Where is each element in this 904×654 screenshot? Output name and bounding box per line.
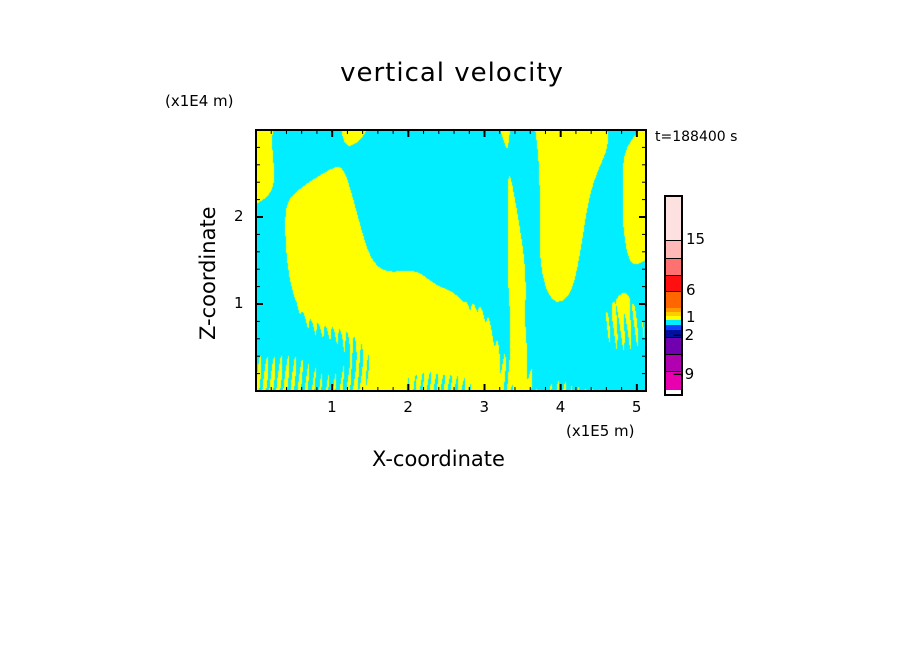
y-tick-label: 1: [234, 294, 244, 312]
colorbar-segment: [666, 330, 681, 337]
colorbar: [664, 195, 683, 396]
colorbar-segment: [666, 354, 681, 372]
contour-field: [256, 130, 646, 391]
y-axis-unit: (x1E4 m): [165, 92, 234, 110]
x-axis-unit: (x1E5 m): [566, 422, 635, 440]
colorbar-label: 6: [686, 281, 696, 299]
colorbar-segment: [666, 308, 681, 312]
y-tick-label: 2: [234, 207, 244, 225]
colorbar-segment: [666, 325, 681, 330]
colorbar-segment: [666, 240, 681, 259]
plot-frame: [255, 129, 647, 392]
x-tick-label: 1: [327, 398, 337, 416]
colorbar-label: 15: [686, 230, 706, 248]
chart-title: vertical velocity: [340, 58, 564, 88]
x-tick-label: 5: [631, 398, 642, 416]
x-tick-label: 4: [555, 398, 566, 416]
colorbar-segment: [666, 371, 681, 390]
colorbar-segment: [666, 275, 681, 292]
colorbar-label: −9: [672, 365, 695, 383]
colorbar-segment: [666, 316, 681, 320]
colorbar-segment: [666, 197, 681, 240]
x-tick-label: 3: [479, 398, 490, 416]
y-axis-label: Z-coordinate: [196, 206, 220, 340]
colorbar-segment: [666, 312, 681, 316]
colorbar-segment: [666, 320, 681, 325]
colorbar-segment: [666, 337, 681, 355]
plot-border: [255, 129, 647, 392]
colorbar-segment: [666, 258, 681, 276]
x-tick-label: 2: [403, 398, 413, 416]
colorbar-segment: [666, 291, 681, 309]
x-axis-label: X-coordinate: [372, 447, 505, 471]
colorbar-label: −2: [672, 326, 695, 344]
colorbar-label: 1: [686, 308, 696, 326]
time-annotation: t=188400 s: [655, 129, 738, 145]
